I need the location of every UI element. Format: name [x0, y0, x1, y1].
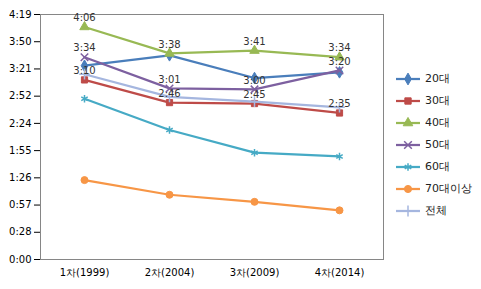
svg-text:2:35: 2:35	[328, 98, 350, 109]
svg-text:1:55: 1:55	[9, 145, 31, 156]
svg-text:4차(2014): 4차(2014)	[315, 267, 365, 278]
svg-text:4:06: 4:06	[73, 12, 95, 23]
svg-text:3:00: 3:00	[243, 75, 265, 86]
svg-text:3:10: 3:10	[73, 65, 95, 76]
svg-text:3:38: 3:38	[158, 39, 180, 50]
html-text:50대: 50대	[425, 138, 450, 151]
svg-text:0:00: 0:00	[9, 254, 31, 265]
svg-text:3:34: 3:34	[328, 42, 350, 53]
html-text:전체: 전체	[425, 204, 447, 217]
svg-text:4:19: 4:19	[9, 9, 31, 20]
svg-text:3:34: 3:34	[73, 42, 95, 53]
svg-text:0:28: 0:28	[9, 226, 31, 237]
svg-text:1차(1999): 1차(1999)	[60, 267, 110, 278]
svg-text:2:45: 2:45	[243, 89, 265, 100]
html-text:30대: 30대	[425, 94, 450, 107]
svg-text:3:01: 3:01	[158, 74, 180, 85]
svg-text:2:24: 2:24	[9, 118, 31, 129]
svg-text:2:52: 2:52	[9, 90, 31, 101]
svg-text:3:41: 3:41	[243, 36, 265, 47]
html-text:70대이상: 70대이상	[425, 182, 472, 195]
svg-text:3:50: 3:50	[9, 36, 31, 47]
svg-text:2:46: 2:46	[158, 88, 180, 99]
svg-text:3차(2009): 3차(2009)	[230, 267, 280, 278]
html-text:40대: 40대	[425, 116, 450, 129]
svg-text:1:26: 1:26	[9, 172, 31, 183]
svg-text:3:21: 3:21	[9, 63, 31, 74]
svg-text:2차(2004): 2차(2004)	[145, 267, 195, 278]
svg-text:0:57: 0:57	[9, 199, 31, 210]
html-text:60대: 60대	[425, 160, 450, 173]
svg-text:3:20: 3:20	[328, 56, 350, 67]
html-text:20대: 20대	[425, 72, 450, 85]
